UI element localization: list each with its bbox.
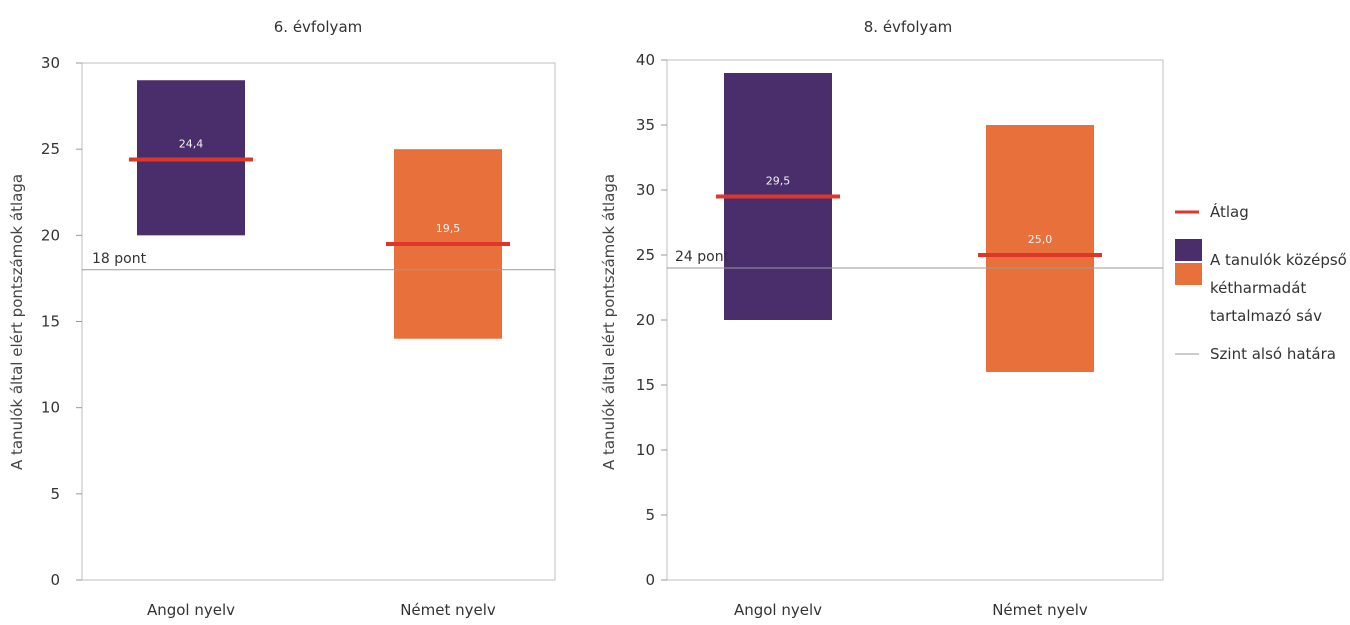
threshold-label: 18 pont [92, 251, 147, 267]
y-tick-label: 30 [41, 54, 60, 72]
x-category-label: Angol nyelv [147, 601, 235, 619]
y-tick-label: 15 [636, 376, 655, 394]
legend-band-label-line-1: A tanulók középső [1210, 251, 1347, 269]
y-tick-label: 25 [636, 246, 655, 264]
y-tick-label: 20 [636, 311, 655, 329]
y-axis-label-6th-grade: A tanulók által elért pontszámok átlaga [8, 174, 26, 470]
legend-band-swatch-orange [1175, 263, 1202, 285]
chart-panel-8th-grade: 8. évfolyam A tanulók által elért pontsz… [600, 18, 1164, 619]
x-category-label: Német nyelv [400, 601, 496, 619]
y-tick-label: 20 [41, 226, 60, 244]
x-category-label: Német nyelv [992, 601, 1088, 619]
y-tick-label: 25 [41, 140, 60, 158]
y-tick-label: 30 [636, 181, 655, 199]
legend-band-label-line-2: kétharmadát [1210, 279, 1306, 297]
chart-panel-6th-grade: 6. évfolyam A tanulók által elért pontsz… [8, 18, 556, 619]
y-tick-label: 0 [50, 571, 60, 589]
legend: Átlag A tanulók középső kétharmadát tart… [1175, 202, 1347, 363]
y-tick-label: 40 [636, 51, 655, 69]
mean-value-label: 29,5 [766, 175, 791, 188]
band-bar [986, 125, 1094, 372]
mean-value-label: 24,4 [179, 138, 204, 151]
legend-threshold-label: Szint alsó határa [1210, 345, 1336, 363]
threshold-label: 24 pont [675, 249, 730, 265]
y-tick-label: 5 [50, 485, 60, 503]
y-tick-label: 10 [41, 399, 60, 417]
y-tick-label: 15 [41, 313, 60, 331]
legend-band-label-line-3: tartalmazó sáv [1210, 307, 1322, 325]
y-tick-label: 5 [645, 506, 655, 524]
y-tick-label: 0 [645, 571, 655, 589]
y-axis-label-8th-grade: A tanulók által elért pontszámok átlaga [600, 174, 618, 470]
mean-value-label: 25,0 [1028, 233, 1053, 246]
mean-value-label: 19,5 [436, 222, 461, 235]
legend-band-swatch-purple [1175, 239, 1202, 261]
x-category-label: Angol nyelv [734, 601, 822, 619]
chart-title-8th-grade: 8. évfolyam [864, 18, 953, 36]
y-tick-label: 35 [636, 116, 655, 134]
y-tick-label: 10 [636, 441, 655, 459]
chart-title-6th-grade: 6. évfolyam [274, 18, 363, 36]
legend-mean-label: Átlag [1210, 202, 1249, 221]
